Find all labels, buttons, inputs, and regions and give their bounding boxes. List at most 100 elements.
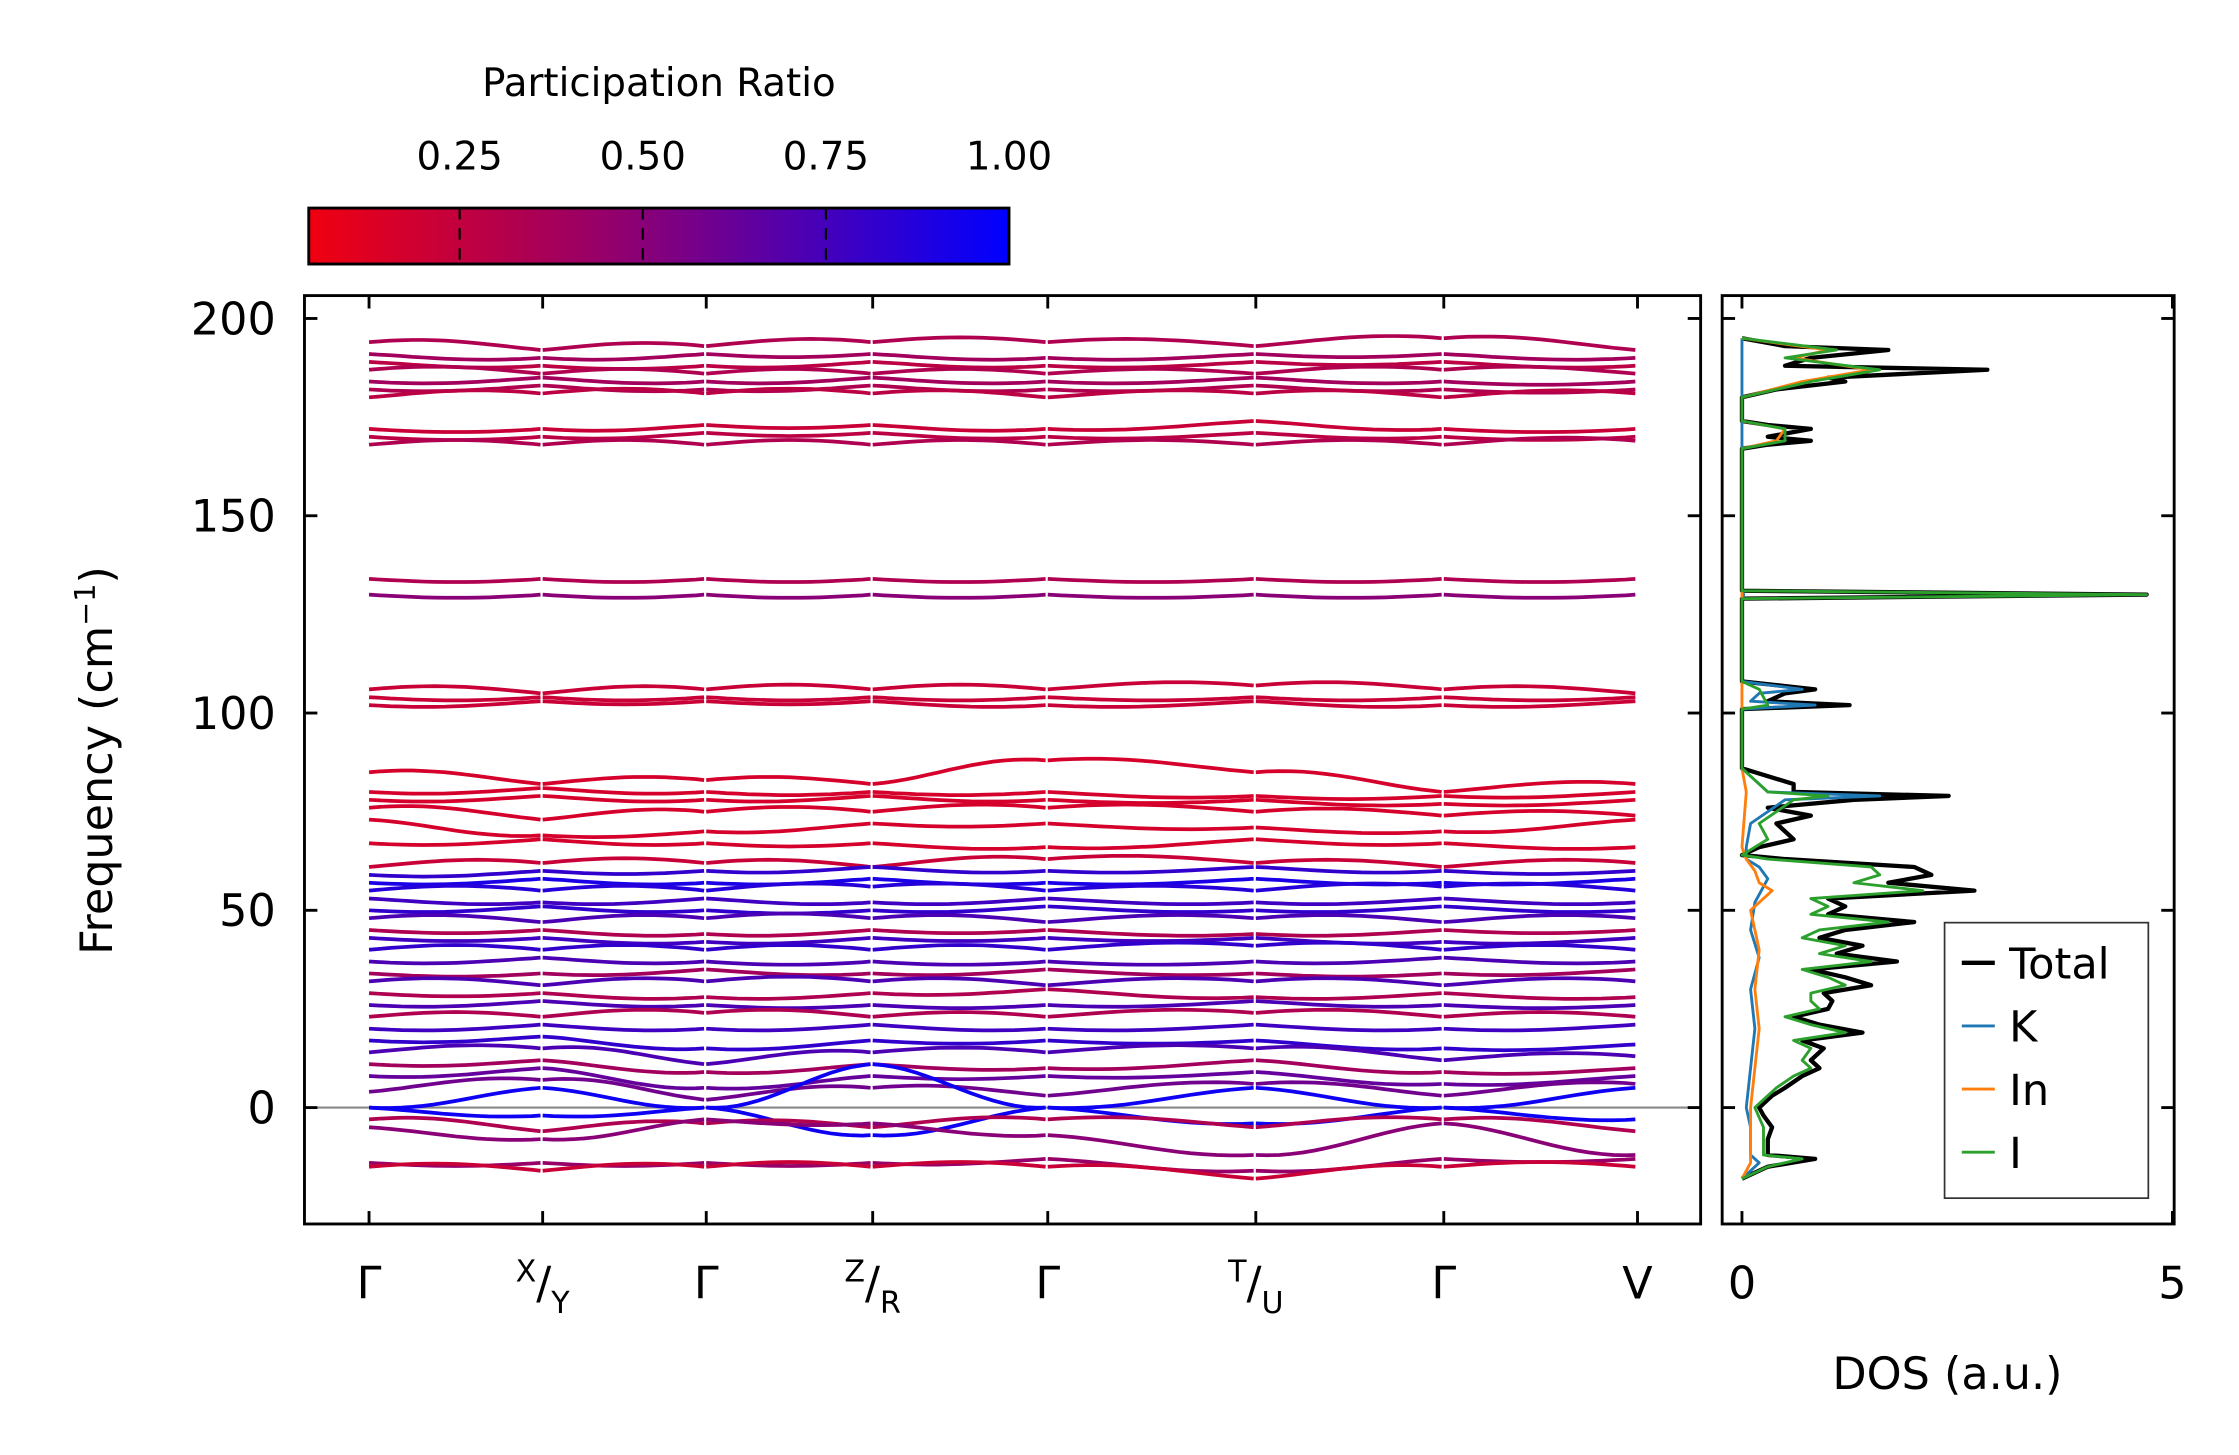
band-segment (368, 804, 541, 822)
band-segment (872, 841, 1046, 851)
band-segment (1255, 881, 1442, 893)
band-segment (368, 794, 541, 804)
band-segment (368, 427, 541, 434)
band-segment (368, 699, 541, 709)
band-segment (1047, 999, 1254, 1009)
colorbar-tick-label: 0.25 (417, 134, 503, 179)
band-segment (542, 592, 705, 600)
band-segment (1443, 868, 1636, 876)
kpoint-sep: / (1246, 1259, 1261, 1310)
band-segment (1047, 1163, 1254, 1181)
band-segment (368, 388, 541, 400)
band-segment (542, 928, 705, 938)
band-segment (872, 438, 1046, 447)
band-segment (542, 1085, 705, 1110)
band-segment (1255, 695, 1442, 703)
band-segment (542, 341, 705, 352)
colorbar-tick-label: 0.50 (600, 134, 686, 179)
band-segment (872, 1038, 1046, 1046)
band-segment (872, 881, 1046, 893)
band-segment (872, 1010, 1046, 1019)
band-segment (872, 682, 1046, 692)
band-segment (368, 352, 541, 362)
band-segment (1443, 817, 1636, 834)
band-segment (1047, 797, 1254, 805)
band-segment (872, 1045, 1046, 1055)
band-segment (368, 1085, 541, 1110)
kpoint-sep: / (536, 1259, 551, 1310)
band-segment (1047, 865, 1254, 875)
y-tick-label: 0 (247, 1083, 275, 1134)
band-segment (872, 335, 1046, 344)
band-segment (542, 856, 705, 865)
band-segment (542, 1022, 705, 1033)
band-segment (1255, 352, 1442, 360)
band-segment (1443, 935, 1636, 946)
band-segment (1047, 1070, 1254, 1080)
band-segment (706, 974, 871, 984)
band-segment (368, 896, 541, 907)
band-segment (1443, 1074, 1636, 1087)
band-segment (368, 364, 541, 376)
band-segment (1047, 802, 1254, 814)
band-segment (542, 386, 705, 396)
band-segment (368, 955, 541, 966)
band-segment (1047, 438, 1254, 447)
band-segment (872, 904, 1046, 914)
band-segment (1255, 592, 1442, 600)
band-segment (368, 338, 541, 352)
band-segment (1047, 576, 1254, 584)
band-segment (1047, 967, 1254, 978)
colorbar-gradient (307, 206, 1011, 266)
band-segment (542, 794, 705, 804)
y-tick-label: 100 (191, 689, 276, 740)
band-segment (1047, 884, 1254, 893)
band-segment (1255, 1022, 1442, 1033)
band-segment (1255, 825, 1442, 835)
kpoint-label: Γ (1431, 1259, 1456, 1310)
band-segment (706, 857, 871, 869)
band-segment (1047, 352, 1254, 362)
band-segment (542, 884, 705, 893)
band-segment (706, 1007, 871, 1019)
band-segment (1047, 1085, 1254, 1110)
bands (368, 334, 1636, 1181)
band-segment (706, 431, 871, 438)
band-segment (542, 1034, 705, 1052)
band-segment (1047, 360, 1254, 370)
band-segment (1255, 334, 1442, 348)
band-segment (1255, 928, 1442, 938)
band-segment (542, 967, 705, 978)
band-segment (368, 1066, 541, 1079)
band-segment (542, 775, 705, 786)
band-segment (1443, 797, 1636, 808)
colorbar: Participation Ratio 0.25 0.50 0.75 1.00 (307, 61, 1052, 266)
band-segment (872, 388, 1046, 400)
band-segment (872, 695, 1046, 703)
band-segment (1255, 1080, 1442, 1098)
x-tick-label: T/U (1227, 1254, 1283, 1321)
band-segment (1047, 896, 1254, 907)
band-segment (872, 1062, 1046, 1072)
x-tick-label: Γ (1035, 1259, 1060, 1310)
band-segment (706, 935, 871, 946)
band-segment (542, 699, 705, 707)
band-segment (368, 576, 541, 584)
band-segment (1443, 1121, 1636, 1158)
band-segment (1255, 806, 1442, 818)
band-segment (542, 786, 705, 796)
band-segment (1443, 857, 1636, 869)
band-segment (872, 757, 1046, 786)
band-segment (1047, 699, 1254, 709)
band-segment (706, 352, 871, 360)
band-segment (368, 1125, 541, 1142)
band-segment (706, 1048, 871, 1066)
band-segment (706, 1062, 871, 1076)
band-segment (368, 837, 541, 847)
band-segment (1047, 1043, 1254, 1055)
band-segment (1047, 1115, 1254, 1130)
band-segment (1047, 592, 1254, 600)
